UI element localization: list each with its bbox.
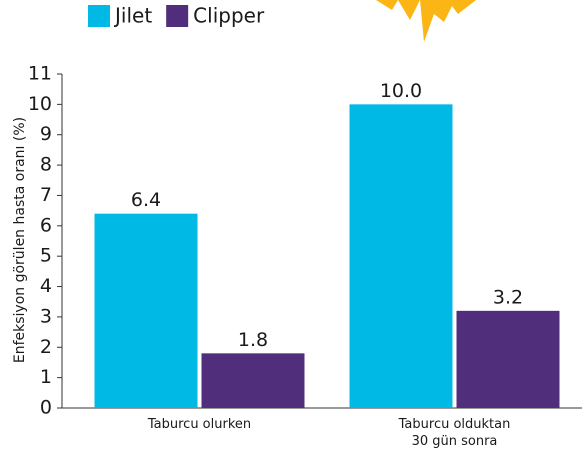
value-label: 6.4 — [131, 189, 161, 211]
bar — [201, 353, 305, 408]
y-tick-label: 7 — [40, 184, 52, 206]
y-axis-label: Enfeksiyon görülen hasta oranı (%) — [12, 117, 28, 363]
starburst — [376, 0, 476, 42]
y-tick-label: 4 — [40, 275, 52, 297]
value-label: 10.0 — [380, 80, 422, 102]
y-tick-label: 3 — [40, 305, 52, 327]
y-tick-label: 5 — [40, 245, 52, 267]
y-tick-label: 0 — [40, 397, 52, 419]
bar — [94, 213, 198, 408]
value-label: 3.2 — [493, 286, 523, 308]
y-tick-label: 11 — [28, 63, 52, 85]
y-tick-label: 10 — [28, 93, 52, 115]
legend-label: Clipper — [193, 4, 265, 28]
value-label: 1.8 — [238, 329, 268, 351]
y-tick-label: 6 — [40, 214, 52, 236]
y-tick-label: 1 — [40, 366, 52, 388]
x-tick-label: Taburcu olduktan 30 gün sonra — [398, 417, 511, 449]
legend-swatch — [166, 5, 189, 27]
bar — [456, 310, 560, 408]
x-tick-label: Taburcu olurken — [147, 417, 251, 432]
bar — [349, 104, 453, 408]
y-tick-label: 2 — [40, 336, 52, 358]
y-tick-label: 8 — [40, 154, 52, 176]
legend-swatch — [88, 5, 110, 27]
legend-label: Jilet — [113, 4, 152, 28]
y-tick-label: 9 — [40, 123, 52, 145]
